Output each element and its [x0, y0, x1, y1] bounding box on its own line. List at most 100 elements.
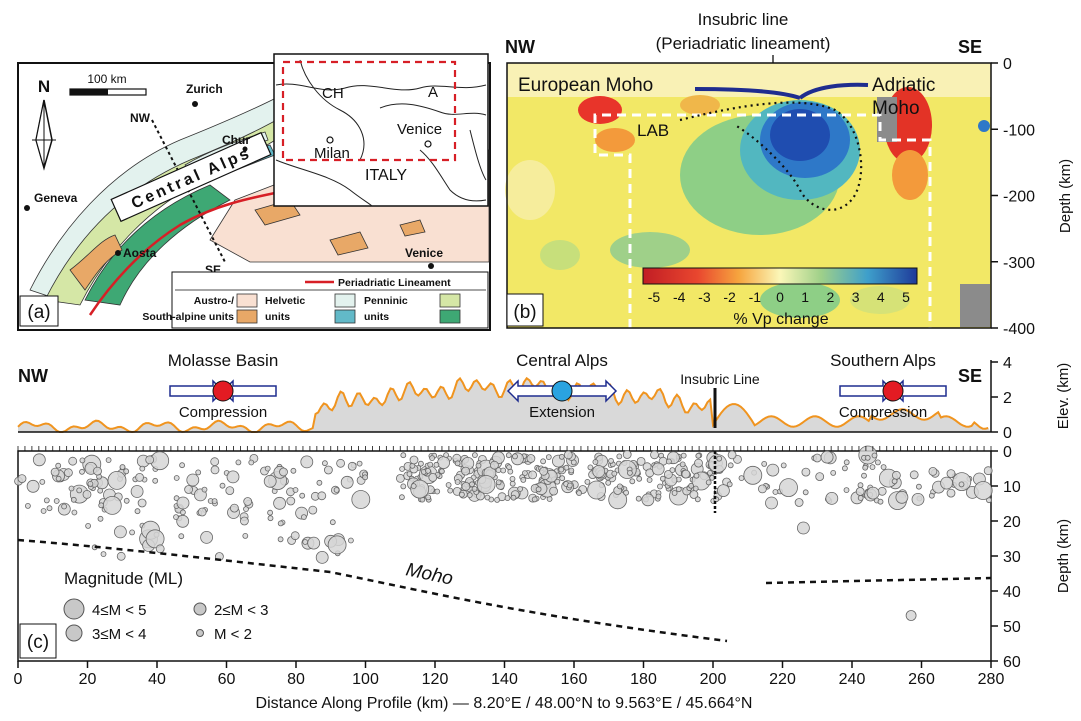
svg-text:LAB: LAB	[637, 121, 669, 140]
earthquake	[39, 478, 46, 485]
earthquake	[528, 470, 537, 480]
svg-text:A: A	[428, 84, 438, 101]
depth-tick: -200	[1003, 189, 1035, 206]
earthquake	[461, 466, 471, 476]
earthquake	[727, 462, 734, 469]
earthquake	[447, 487, 454, 494]
magnitude-legend: Magnitude (ML) 4≤M < 5 2≤M < 3 3≤M < 4 M…	[63, 569, 269, 643]
svg-text:Insubric line: Insubric line	[698, 10, 789, 29]
earthquake	[743, 465, 763, 485]
earthquake	[471, 452, 478, 459]
colorbar-tick: -5	[648, 289, 661, 305]
earthquake	[155, 544, 165, 554]
earthquake	[300, 514, 307, 520]
earthquake	[428, 472, 438, 482]
earthquake	[716, 455, 723, 462]
earthquake	[666, 458, 672, 465]
earthquake	[277, 536, 284, 543]
earthquake	[64, 468, 73, 478]
colorbar-tick: -2	[723, 289, 736, 305]
earthquake	[76, 487, 83, 494]
distance-tick: 140	[491, 671, 518, 688]
earthquake	[43, 497, 50, 504]
panel-b-label: (b)	[513, 302, 536, 323]
earthquake	[97, 515, 104, 522]
earthquake	[32, 453, 46, 467]
distance-tick: 220	[769, 671, 796, 688]
earthquake	[119, 464, 126, 470]
earthquake	[123, 497, 130, 504]
earthquake	[566, 482, 573, 489]
earthquake	[248, 459, 255, 466]
earthquake	[605, 479, 612, 486]
earthquake	[219, 482, 226, 489]
distance-tick: 60	[218, 671, 236, 688]
earthquake	[843, 459, 850, 466]
earthquake	[680, 452, 687, 459]
earthquake	[173, 514, 179, 520]
earthquake	[651, 462, 665, 476]
earthquake	[794, 498, 804, 507]
panel-c-seismicity: Moho Magnitude (ML) 4≤M < 5 2≤M < 3 3≤M …	[14, 444, 1072, 712]
earthquake	[235, 459, 242, 466]
earthquake	[892, 470, 901, 480]
earthquake	[526, 454, 536, 463]
earthquake	[458, 491, 465, 498]
earthquake	[395, 473, 405, 483]
colorbar-tick: 4	[877, 289, 885, 305]
svg-text:Elev. (km): Elev. (km)	[1055, 363, 1072, 429]
earthquake	[864, 454, 871, 461]
earthquake	[61, 503, 67, 510]
earthquake	[928, 492, 935, 499]
earthquake	[869, 464, 876, 471]
earthquake	[178, 533, 185, 540]
earthquake	[688, 482, 694, 489]
earthquake	[68, 485, 75, 492]
earthquake	[137, 498, 147, 508]
svg-text:units: units	[364, 311, 389, 323]
earthquake	[454, 479, 461, 485]
earthquake	[766, 463, 780, 477]
quake-depth-tick: 20	[1003, 514, 1021, 531]
svg-text:European Moho: European Moho	[518, 75, 653, 96]
svg-text:Adriatic: Adriatic	[872, 75, 935, 96]
svg-text:Compression: Compression	[179, 404, 267, 421]
earthquake	[243, 497, 253, 506]
earthquake	[290, 467, 297, 474]
earthquake	[195, 469, 202, 476]
earthquake	[650, 450, 659, 460]
earthquake	[802, 489, 809, 496]
earthquake	[616, 453, 623, 460]
earthquake	[517, 486, 523, 492]
earthquake	[843, 487, 850, 494]
earthquake	[973, 481, 993, 500]
earthquake	[855, 487, 865, 496]
earthquake	[179, 462, 186, 469]
earthquake	[433, 461, 440, 468]
earthquake	[611, 470, 618, 477]
panel-a-legend: Periadriatic Lineament Austro-/ South-al…	[142, 271, 489, 329]
svg-text:% Vp change: % Vp change	[733, 311, 828, 328]
earthquake	[540, 458, 546, 465]
earthquake	[55, 475, 62, 482]
earthquake	[727, 450, 737, 460]
earthquake	[857, 482, 864, 489]
distance-tick: 240	[839, 671, 866, 688]
svg-text:Compression: Compression	[839, 404, 927, 421]
panel-a-label: (a)	[27, 302, 50, 323]
earthquake	[26, 479, 40, 493]
inset-map: CH A Milan Venice ITALY	[273, 53, 489, 207]
earthquake	[79, 468, 85, 475]
earthquake	[629, 478, 636, 485]
earthquake	[299, 492, 306, 499]
earthquake	[264, 465, 271, 472]
earthquake	[200, 531, 214, 544]
earthquake	[655, 493, 662, 500]
svg-text:M < 2: M < 2	[214, 626, 252, 643]
earthquake	[286, 496, 296, 506]
earthquake	[857, 495, 864, 501]
earthquake	[641, 493, 655, 507]
earthquake	[116, 551, 126, 561]
earthquake	[671, 490, 678, 496]
